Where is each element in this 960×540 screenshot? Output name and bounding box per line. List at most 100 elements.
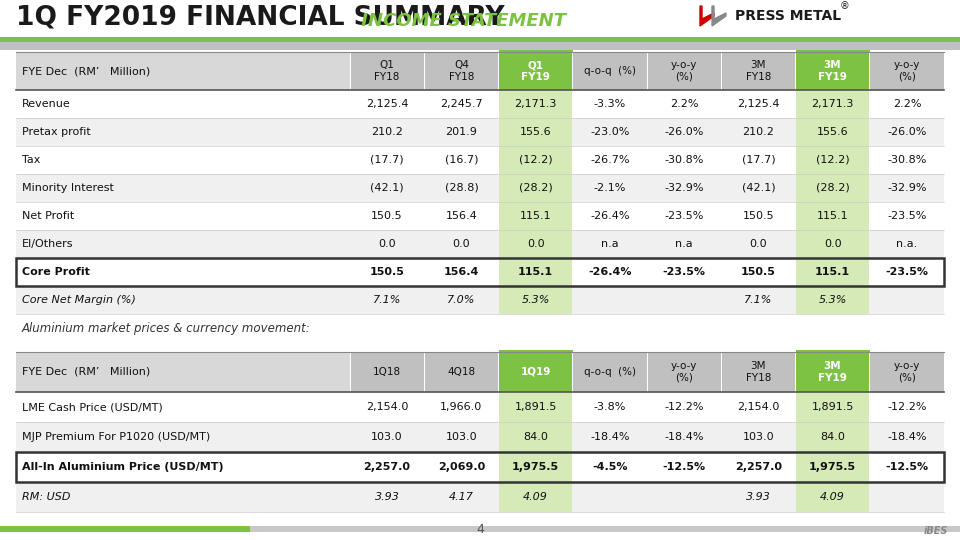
Text: 0.0: 0.0: [378, 239, 396, 249]
Bar: [573, 352, 646, 392]
Text: y-o-y
(%): y-o-y (%): [671, 361, 697, 383]
Bar: [16, 352, 350, 392]
Text: 2,245.7: 2,245.7: [440, 99, 483, 109]
Bar: [16, 286, 944, 314]
Text: (42.1): (42.1): [741, 183, 775, 193]
Text: -12.5%: -12.5%: [662, 462, 706, 472]
Bar: [796, 146, 869, 174]
Bar: [16, 482, 944, 512]
Text: 2,171.3: 2,171.3: [811, 99, 853, 109]
Text: INCOME STATEMENT: INCOME STATEMENT: [355, 12, 566, 30]
Text: 150.5: 150.5: [370, 267, 404, 277]
Text: 0.0: 0.0: [824, 239, 841, 249]
Text: 84.0: 84.0: [523, 432, 548, 442]
Text: -26.7%: -26.7%: [590, 155, 630, 165]
Bar: [16, 422, 944, 452]
Bar: [424, 352, 498, 392]
Bar: [871, 52, 944, 90]
Bar: [796, 202, 869, 230]
Text: 2,257.0: 2,257.0: [734, 462, 781, 472]
Text: (17.7): (17.7): [371, 155, 404, 165]
Text: 156.4: 156.4: [444, 267, 479, 277]
Bar: [796, 350, 870, 352]
Text: 4: 4: [476, 523, 484, 536]
Text: 7.0%: 7.0%: [447, 295, 475, 305]
Text: -26.0%: -26.0%: [664, 127, 704, 137]
Text: Aluminium market prices & currency movement:: Aluminium market prices & currency movem…: [22, 322, 311, 335]
Bar: [498, 50, 573, 52]
Bar: [647, 352, 721, 392]
Bar: [16, 452, 944, 482]
Text: 1,891.5: 1,891.5: [515, 402, 557, 412]
Polygon shape: [700, 6, 714, 26]
Bar: [16, 392, 944, 422]
Text: LME Cash Price (USD/MT): LME Cash Price (USD/MT): [22, 402, 163, 412]
Bar: [16, 258, 944, 286]
Bar: [16, 258, 944, 286]
Text: -30.8%: -30.8%: [664, 155, 704, 165]
Bar: [796, 352, 869, 392]
Text: -26.4%: -26.4%: [590, 211, 630, 221]
Text: -4.5%: -4.5%: [592, 462, 628, 472]
Text: 150.5: 150.5: [743, 211, 774, 221]
Text: Q1
FY19: Q1 FY19: [521, 60, 550, 82]
Text: 1,975.5: 1,975.5: [512, 462, 559, 472]
Bar: [796, 90, 869, 118]
Text: 4.09: 4.09: [820, 492, 845, 502]
Text: -23.5%: -23.5%: [662, 267, 706, 277]
Bar: [647, 52, 721, 90]
Text: 7.1%: 7.1%: [744, 295, 773, 305]
Text: 2,154.0: 2,154.0: [366, 402, 408, 412]
Bar: [796, 258, 869, 286]
Bar: [796, 392, 869, 422]
Bar: [16, 452, 944, 482]
Text: 1Q19: 1Q19: [520, 367, 551, 377]
Text: 150.5: 150.5: [372, 211, 403, 221]
Text: 0.0: 0.0: [527, 239, 544, 249]
Text: 4Q18: 4Q18: [447, 367, 475, 377]
Text: Tax: Tax: [22, 155, 40, 165]
Text: Minority Interest: Minority Interest: [22, 183, 114, 193]
Text: -23.5%: -23.5%: [664, 211, 704, 221]
Text: FYE Dec  (RM’   Million): FYE Dec (RM’ Million): [22, 367, 151, 377]
Text: -18.4%: -18.4%: [887, 432, 926, 442]
Bar: [499, 482, 572, 512]
Text: -12.2%: -12.2%: [887, 402, 926, 412]
Text: 4.17: 4.17: [449, 492, 474, 502]
Text: n.a: n.a: [601, 239, 618, 249]
Text: -26.0%: -26.0%: [887, 127, 926, 137]
Bar: [0, 42, 960, 50]
Bar: [499, 202, 572, 230]
Text: n.a.: n.a.: [897, 239, 918, 249]
Text: -18.4%: -18.4%: [590, 432, 630, 442]
Text: Q4
FY18: Q4 FY18: [448, 60, 474, 82]
Bar: [16, 174, 944, 202]
Text: 150.5: 150.5: [741, 267, 776, 277]
Text: n.a: n.a: [675, 239, 693, 249]
Text: (28.8): (28.8): [444, 183, 478, 193]
Text: 2.2%: 2.2%: [670, 99, 698, 109]
Bar: [350, 52, 423, 90]
Text: y-o-y
(%): y-o-y (%): [894, 361, 920, 383]
Text: 1Q18: 1Q18: [373, 367, 401, 377]
Text: 115.1: 115.1: [518, 267, 553, 277]
Text: 2,125.4: 2,125.4: [366, 99, 408, 109]
Bar: [16, 118, 944, 146]
Text: (12.2): (12.2): [816, 155, 850, 165]
Bar: [871, 352, 944, 392]
Text: 210.2: 210.2: [372, 127, 403, 137]
Bar: [573, 52, 646, 90]
Bar: [499, 286, 572, 314]
Text: (17.7): (17.7): [741, 155, 775, 165]
Text: 3M
FY19: 3M FY19: [818, 60, 847, 82]
Text: Net Profit: Net Profit: [22, 211, 74, 221]
Text: 7.1%: 7.1%: [372, 295, 401, 305]
Text: 2.2%: 2.2%: [893, 99, 922, 109]
Text: 115.1: 115.1: [519, 211, 551, 221]
Text: (16.7): (16.7): [444, 155, 478, 165]
Text: -32.9%: -32.9%: [887, 183, 926, 193]
Text: 103.0: 103.0: [445, 432, 477, 442]
Text: Core Profit: Core Profit: [22, 267, 90, 277]
Text: -26.4%: -26.4%: [588, 267, 632, 277]
Bar: [499, 392, 572, 422]
